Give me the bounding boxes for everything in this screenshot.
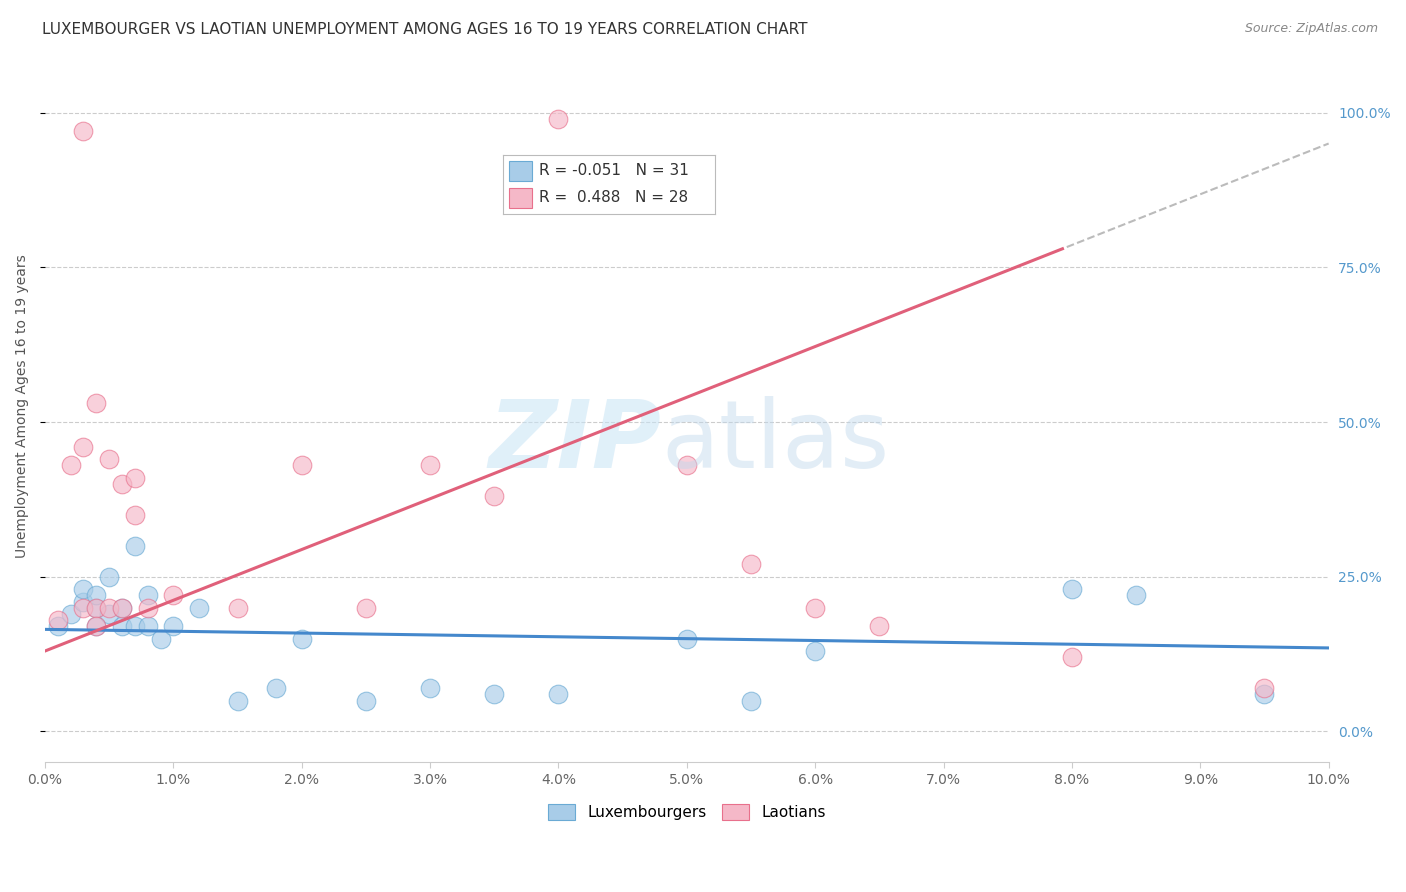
Point <box>226 600 249 615</box>
Point <box>162 588 184 602</box>
Point <box>868 619 890 633</box>
Point <box>98 570 121 584</box>
Point <box>419 681 441 695</box>
Point <box>547 687 569 701</box>
Point <box>675 458 697 473</box>
Point <box>136 619 159 633</box>
Point <box>46 619 69 633</box>
Point <box>740 693 762 707</box>
Y-axis label: Unemployment Among Ages 16 to 19 years: Unemployment Among Ages 16 to 19 years <box>15 255 30 558</box>
Point <box>1060 650 1083 665</box>
Point <box>804 644 827 658</box>
Point <box>86 619 108 633</box>
Point <box>86 588 108 602</box>
Point <box>86 600 108 615</box>
Point <box>1060 582 1083 596</box>
Point <box>111 477 134 491</box>
Point <box>72 124 94 138</box>
Point <box>124 539 146 553</box>
Point <box>124 508 146 522</box>
Point <box>72 600 94 615</box>
Point <box>1253 687 1275 701</box>
Point <box>804 600 827 615</box>
Text: R =  0.488   N = 28: R = 0.488 N = 28 <box>538 190 688 205</box>
Point <box>72 594 94 608</box>
Point <box>188 600 211 615</box>
Text: R = -0.051   N = 31: R = -0.051 N = 31 <box>538 163 689 178</box>
Point <box>484 687 506 701</box>
Point <box>291 632 314 646</box>
Point <box>86 619 108 633</box>
Point <box>675 632 697 646</box>
Point <box>740 558 762 572</box>
Legend: Luxembourgers, Laotians: Luxembourgers, Laotians <box>541 797 832 826</box>
Bar <box>509 161 533 181</box>
Point <box>162 619 184 633</box>
Point <box>98 600 121 615</box>
Point <box>484 489 506 503</box>
Point <box>1125 588 1147 602</box>
Point <box>46 613 69 627</box>
Point <box>86 396 108 410</box>
Point <box>111 600 134 615</box>
Point <box>136 588 159 602</box>
Text: LUXEMBOURGER VS LAOTIAN UNEMPLOYMENT AMONG AGES 16 TO 19 YEARS CORRELATION CHART: LUXEMBOURGER VS LAOTIAN UNEMPLOYMENT AMO… <box>42 22 807 37</box>
Text: atlas: atlas <box>661 396 890 488</box>
Point <box>149 632 172 646</box>
Point <box>354 600 377 615</box>
Bar <box>509 188 533 208</box>
Point <box>111 619 134 633</box>
Point <box>264 681 287 695</box>
Point <box>1253 681 1275 695</box>
Point <box>86 600 108 615</box>
Point <box>419 458 441 473</box>
Point <box>59 458 82 473</box>
Point <box>136 600 159 615</box>
Point <box>547 112 569 126</box>
Point <box>124 619 146 633</box>
Point <box>291 458 314 473</box>
Point <box>124 471 146 485</box>
Point <box>226 693 249 707</box>
Point <box>354 693 377 707</box>
Point <box>98 607 121 621</box>
Point <box>72 582 94 596</box>
Point <box>59 607 82 621</box>
Point <box>111 600 134 615</box>
Point <box>98 452 121 467</box>
Text: Source: ZipAtlas.com: Source: ZipAtlas.com <box>1244 22 1378 36</box>
Point <box>72 440 94 454</box>
Text: ZIP: ZIP <box>488 396 661 488</box>
